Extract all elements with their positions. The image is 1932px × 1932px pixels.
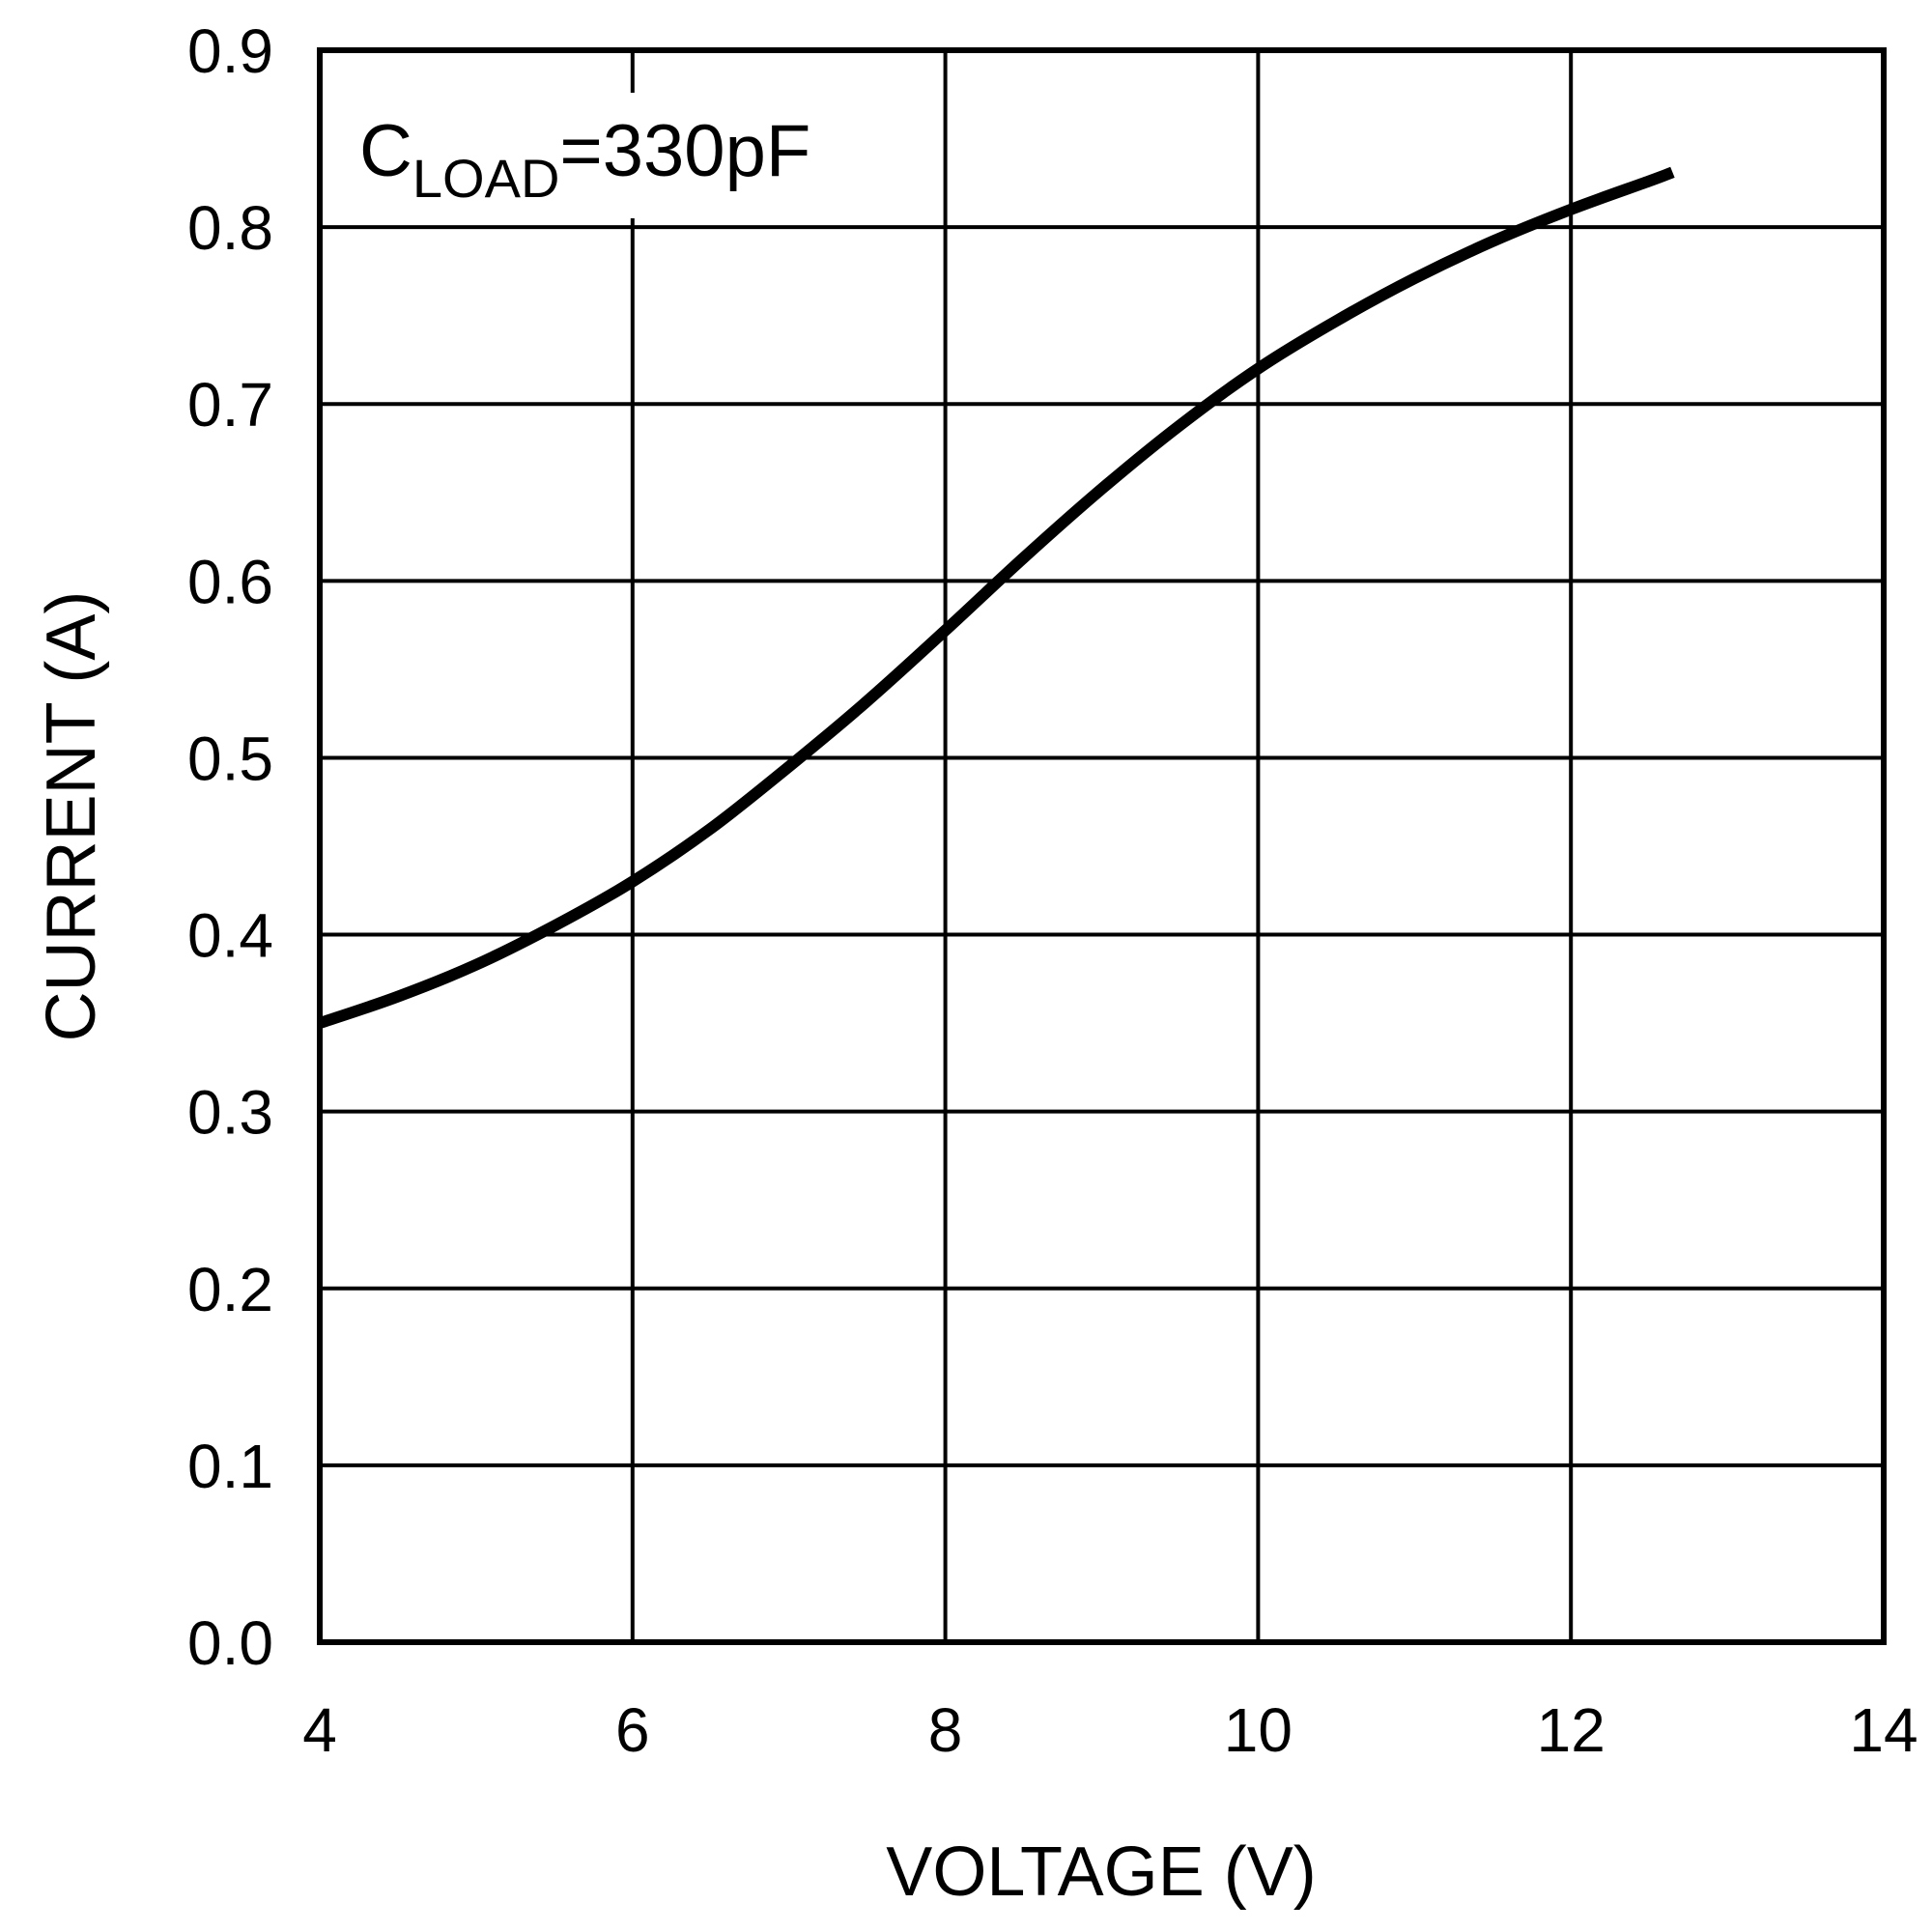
x-tick-label: 10 xyxy=(1224,1695,1293,1765)
y-axis-label: CURRENT (A) xyxy=(33,591,110,1042)
series-line-0 xyxy=(318,166,1675,1029)
x-tick-label: 14 xyxy=(1849,1695,1918,1765)
x-tick-label: 8 xyxy=(928,1695,963,1765)
y-tick-label: 0.0 xyxy=(187,1608,273,1678)
load-capacitance-annotation: CLOAD=330pF xyxy=(359,110,810,209)
y-tick-label: 0.6 xyxy=(187,547,273,616)
annotation-main: C xyxy=(359,110,412,192)
x-axis-label: VOLTAGE (V) xyxy=(886,1833,1316,1911)
annotation-value: =330pF xyxy=(559,110,810,192)
series-layer xyxy=(318,166,1675,1029)
y-tick-labels: 0.0 0.1 0.2 0.3 0.4 0.5 0.6 0.7 0.8 0.9 xyxy=(187,16,273,1678)
x-tick-label: 6 xyxy=(615,1695,650,1765)
y-tick-label: 0.7 xyxy=(187,370,273,440)
y-tick-label: 0.4 xyxy=(187,901,273,971)
y-tick-label: 0.9 xyxy=(187,16,273,86)
y-tick-label: 0.1 xyxy=(187,1432,273,1501)
grid-lines xyxy=(318,48,1886,1644)
y-tick-label: 0.8 xyxy=(187,193,273,263)
annotation-subscript: LOAD xyxy=(412,148,560,209)
annotation-background xyxy=(328,93,927,218)
x-tick-label: 4 xyxy=(302,1695,337,1765)
y-tick-label: 0.3 xyxy=(187,1078,273,1148)
x-tick-labels: 4 6 8 10 12 14 xyxy=(302,1695,1918,1765)
plot-frame xyxy=(317,47,1887,1645)
y-tick-label: 0.5 xyxy=(187,724,273,793)
y-tick-label: 0.2 xyxy=(187,1255,273,1324)
x-tick-label: 12 xyxy=(1537,1695,1605,1765)
